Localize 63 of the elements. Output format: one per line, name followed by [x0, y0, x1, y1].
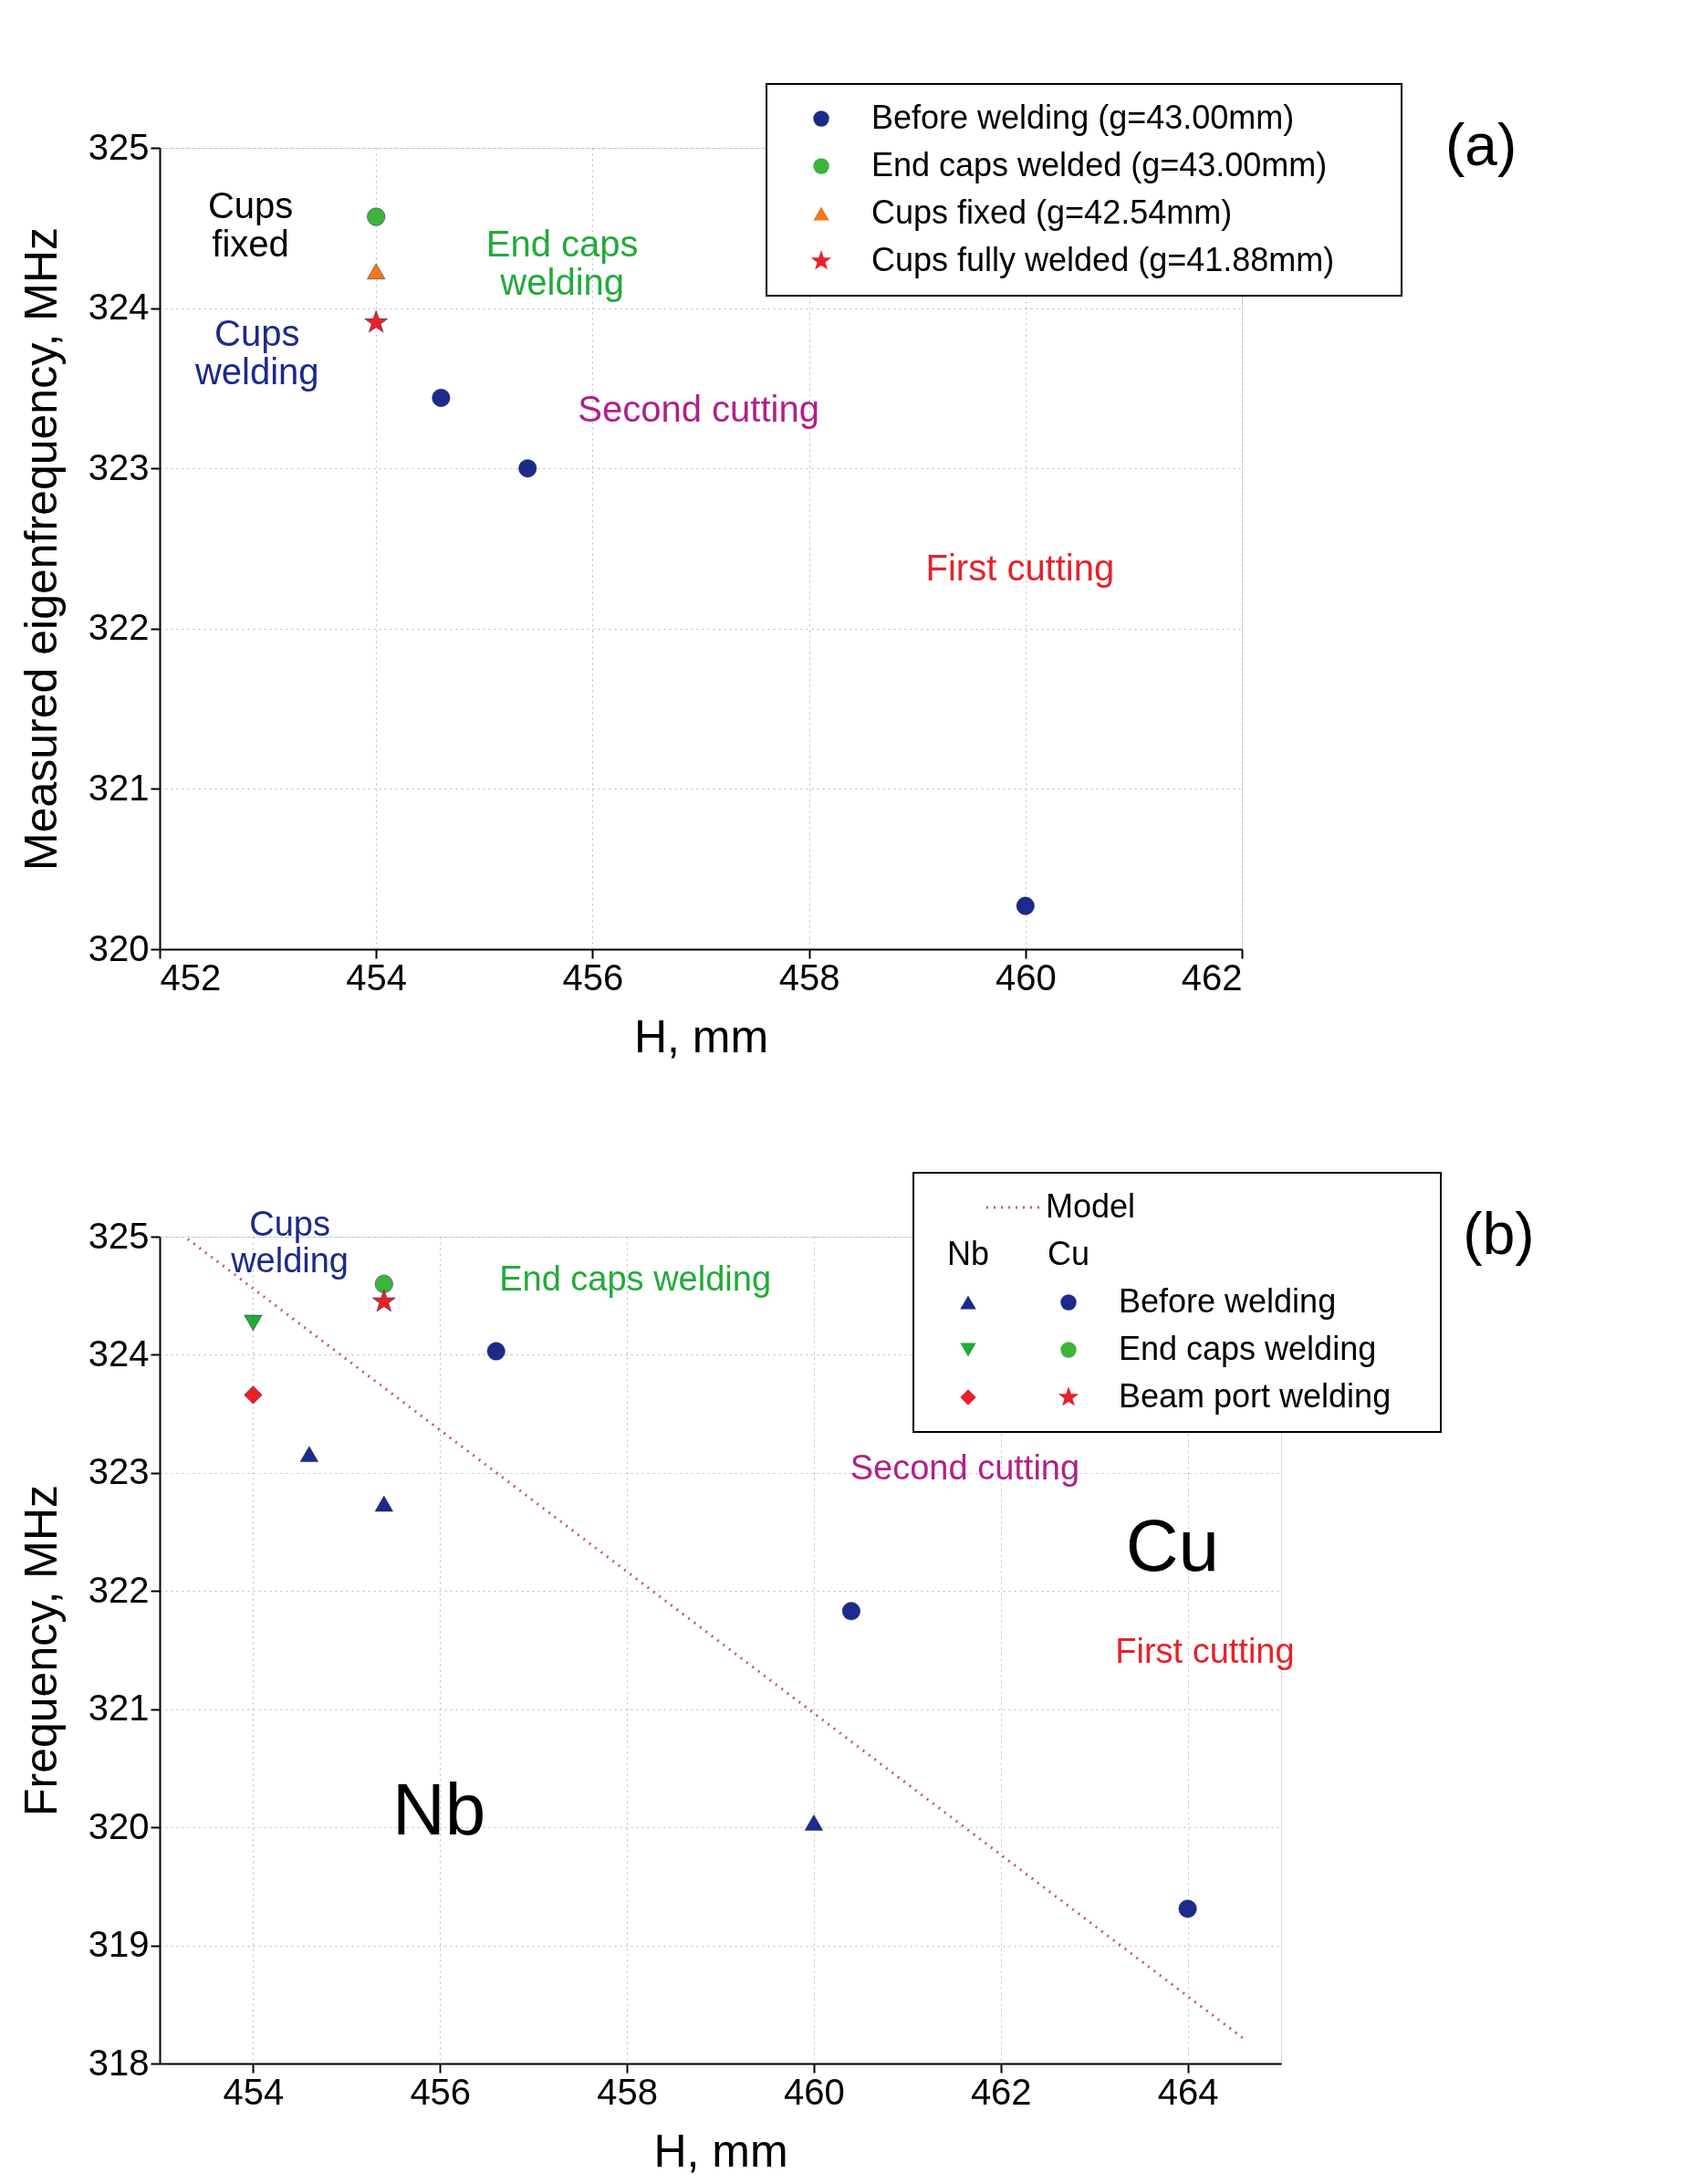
- y-tick-label: 321: [88, 1688, 150, 1729]
- y-tick-label: 322: [88, 607, 150, 648]
- text: (a): [1445, 112, 1517, 178]
- legend-label: Beam port welding: [1119, 1377, 1392, 1415]
- x-tick-label: 462: [1181, 956, 1243, 998]
- annotation: First cutting: [1115, 1631, 1295, 1670]
- x-tick-label: 456: [410, 2071, 472, 2112]
- point: [299, 1446, 318, 1462]
- point: [804, 1814, 823, 1831]
- y-tick-label: 324: [88, 1332, 150, 1374]
- x-tick-label: 452: [160, 956, 222, 998]
- x-tick-label: 456: [562, 956, 624, 998]
- annotation: Cu: [1047, 1235, 1090, 1272]
- x-axis-title: H, mm: [633, 1010, 769, 1062]
- point: [486, 1342, 506, 1361]
- y-tick-label: 323: [88, 446, 150, 487]
- annotation: First cutting: [925, 547, 1115, 588]
- x-tick-label: 460: [995, 956, 1057, 998]
- legend-label: Before welding (g=43.00mm): [871, 99, 1295, 136]
- x-tick-label: 454: [223, 2071, 285, 2112]
- x-tick-label: 458: [778, 956, 840, 998]
- legend-label: Before welding: [1119, 1282, 1337, 1320]
- y-tick-label: 324: [88, 287, 150, 328]
- point: [374, 1495, 393, 1512]
- y-tick-label: 323: [88, 1451, 150, 1492]
- y-tick-label: 321: [88, 767, 150, 808]
- text: (b): [1463, 1201, 1535, 1267]
- annotation: Cups welding: [193, 313, 319, 392]
- y-tick-label: 319: [88, 1924, 150, 1965]
- x-axis-title: H, mm: [653, 2125, 788, 2177]
- y-axis-title: Measured eigenfrequency, MHz: [15, 227, 67, 871]
- point: [1178, 1899, 1197, 1918]
- x-tick-label: 460: [784, 2071, 845, 2112]
- legend-label: End caps welded (g=43.00mm): [871, 146, 1328, 183]
- point: [371, 1289, 396, 1312]
- y-tick-label: 322: [88, 1569, 150, 1610]
- point: [841, 1602, 860, 1621]
- point: [374, 1274, 393, 1293]
- legend-label: Cups fixed (g=42.54mm): [871, 193, 1233, 231]
- legend-label: End caps welding: [1119, 1330, 1377, 1367]
- annotation: Nb: [946, 1235, 990, 1272]
- x-tick-label: 462: [970, 2071, 1032, 2112]
- y-axis-title: Frequency, MHz: [15, 1484, 67, 1817]
- annotation: Nb: [391, 1768, 486, 1850]
- annotation: End caps welding: [499, 1259, 772, 1299]
- annotation: Cups welding: [230, 1205, 349, 1280]
- annotation: Second cutting: [850, 1447, 1080, 1487]
- annotation: Cups fixed: [207, 184, 294, 264]
- y-tick-label: 318: [88, 2042, 150, 2083]
- point: [244, 1314, 263, 1332]
- y-tick-label: 320: [88, 927, 150, 968]
- point: [244, 1385, 263, 1405]
- x-tick-label: 454: [346, 956, 408, 998]
- y-tick-label: 325: [88, 1215, 150, 1256]
- annotation: Second cutting: [578, 388, 819, 429]
- legend-label: Model: [1046, 1187, 1136, 1225]
- x-tick-label: 464: [1157, 2071, 1219, 2112]
- legend-label: Cups fully welded (g=41.88mm): [871, 241, 1335, 278]
- annotation: Cu: [1125, 1504, 1219, 1586]
- y-tick-label: 325: [88, 126, 150, 167]
- x-tick-label: 458: [597, 2071, 658, 2112]
- y-tick-label: 320: [88, 1805, 150, 1846]
- annotation: End caps welding: [485, 224, 639, 303]
